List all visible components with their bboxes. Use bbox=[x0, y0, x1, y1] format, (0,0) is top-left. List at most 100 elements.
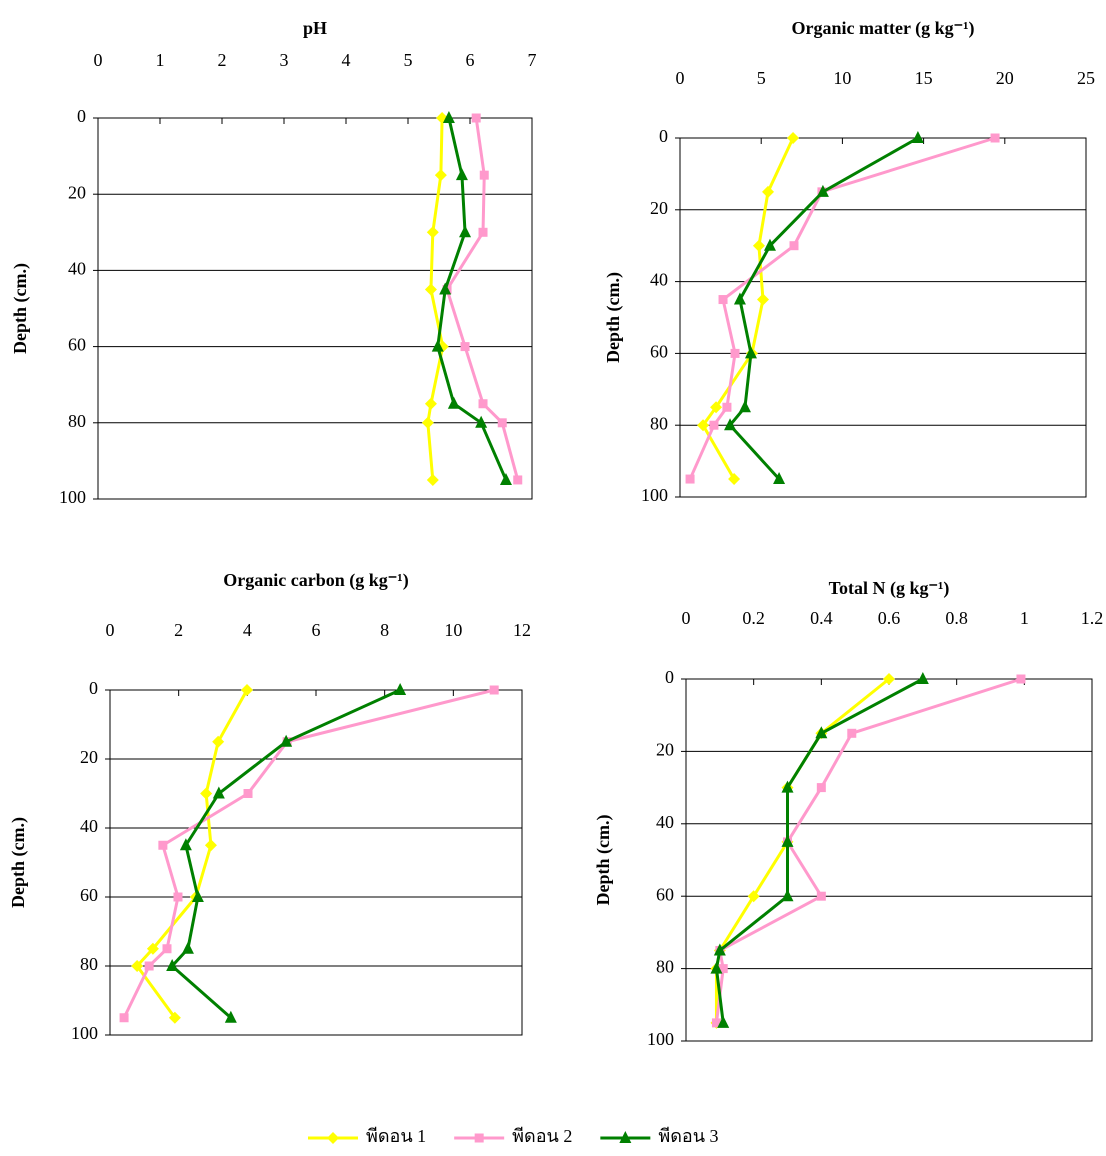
chart-title: Organic matter (g kg⁻¹) bbox=[791, 18, 974, 39]
x-tick-label: 0 bbox=[106, 620, 115, 640]
x-tick-label: 0.4 bbox=[810, 608, 833, 628]
x-tick-label: 0 bbox=[682, 608, 691, 628]
y-tick-label: 40 bbox=[650, 270, 668, 290]
marker bbox=[781, 780, 794, 793]
y-tick-label: 60 bbox=[650, 342, 668, 362]
x-tick-label: 2 bbox=[218, 50, 227, 70]
marker bbox=[718, 295, 728, 305]
y-tick-label: 100 bbox=[641, 485, 668, 505]
marker bbox=[763, 238, 776, 251]
marker bbox=[752, 239, 765, 252]
series-line bbox=[728, 136, 919, 481]
marker bbox=[179, 838, 192, 851]
marker bbox=[158, 840, 168, 850]
marker bbox=[212, 786, 225, 799]
marker bbox=[773, 472, 786, 485]
marker bbox=[439, 282, 452, 295]
y-tick-label: 40 bbox=[656, 812, 674, 832]
marker bbox=[762, 185, 775, 198]
marker bbox=[426, 473, 439, 486]
marker bbox=[728, 473, 741, 486]
legend-label: พีดอน 2 bbox=[512, 1126, 572, 1146]
x-tick-label: 10 bbox=[444, 620, 462, 640]
x-tick-label: 4 bbox=[342, 50, 351, 70]
marker bbox=[478, 227, 488, 237]
marker bbox=[327, 1132, 339, 1144]
marker bbox=[816, 184, 829, 197]
series-line bbox=[714, 677, 1022, 1024]
x-tick-label: 20 bbox=[996, 68, 1014, 88]
marker bbox=[455, 168, 468, 181]
marker bbox=[709, 420, 719, 430]
y-tick-label: 100 bbox=[59, 487, 86, 507]
plot-frame bbox=[679, 137, 1087, 498]
marker bbox=[459, 225, 472, 238]
y-tick-label: 20 bbox=[650, 198, 668, 218]
x-tick-label: 0.2 bbox=[742, 608, 765, 628]
y-tick-label: 20 bbox=[68, 182, 86, 202]
x-tick-label: 15 bbox=[915, 68, 933, 88]
x-tick-label: 5 bbox=[404, 50, 413, 70]
x-tick-label: 2 bbox=[174, 620, 183, 640]
x-tick-label: 1 bbox=[156, 50, 165, 70]
marker bbox=[131, 960, 144, 972]
marker bbox=[421, 416, 434, 429]
marker bbox=[460, 342, 470, 352]
marker bbox=[499, 472, 512, 485]
marker bbox=[1016, 674, 1026, 684]
chart-title: pH bbox=[303, 18, 327, 38]
chart-title: Total N (g kg⁻¹) bbox=[829, 578, 950, 599]
legend-label: พีดอน 3 bbox=[658, 1126, 718, 1146]
marker bbox=[738, 400, 751, 413]
marker bbox=[789, 241, 799, 251]
marker bbox=[619, 1131, 632, 1143]
y-axis-label: Depth (cm.) bbox=[593, 815, 614, 906]
x-tick-label: 3 bbox=[280, 50, 289, 70]
marker bbox=[243, 789, 253, 798]
plot-frame bbox=[685, 678, 1093, 1042]
x-tick-label: 6 bbox=[466, 50, 475, 70]
marker bbox=[990, 133, 1000, 143]
marker bbox=[426, 226, 439, 239]
marker bbox=[816, 783, 826, 793]
x-tick-label: 25 bbox=[1077, 68, 1095, 88]
y-tick-label: 80 bbox=[656, 957, 674, 977]
marker bbox=[146, 942, 159, 955]
y-tick-label: 80 bbox=[80, 954, 98, 974]
marker bbox=[442, 111, 455, 123]
x-tick-label: 1 bbox=[1020, 608, 1029, 628]
marker bbox=[280, 734, 293, 747]
series-line bbox=[170, 688, 401, 1019]
marker bbox=[724, 418, 737, 431]
marker bbox=[815, 726, 828, 739]
x-tick-label: 5 bbox=[757, 68, 766, 88]
y-tick-label: 40 bbox=[80, 816, 98, 836]
marker bbox=[212, 735, 225, 748]
marker bbox=[474, 1133, 484, 1143]
y-tick-label: 0 bbox=[77, 106, 86, 126]
y-axis-label: Depth (cm.) bbox=[10, 263, 31, 354]
marker bbox=[747, 890, 760, 903]
marker bbox=[781, 889, 794, 902]
x-tick-label: 0 bbox=[676, 68, 685, 88]
marker bbox=[475, 415, 488, 428]
y-tick-label: 80 bbox=[650, 413, 668, 433]
x-tick-label: 10 bbox=[833, 68, 851, 88]
marker bbox=[718, 964, 728, 974]
marker bbox=[713, 943, 726, 956]
marker bbox=[200, 787, 213, 800]
y-tick-label: 0 bbox=[659, 126, 668, 146]
marker bbox=[424, 283, 437, 296]
marker bbox=[181, 941, 194, 954]
marker bbox=[730, 348, 740, 358]
x-tick-label: 0.6 bbox=[878, 608, 901, 628]
marker bbox=[722, 402, 732, 412]
marker bbox=[489, 685, 499, 695]
marker bbox=[916, 672, 929, 684]
marker bbox=[424, 397, 437, 410]
marker bbox=[710, 401, 723, 414]
y-tick-label: 60 bbox=[656, 884, 674, 904]
marker bbox=[434, 169, 447, 182]
marker bbox=[394, 683, 407, 695]
marker bbox=[224, 1010, 237, 1023]
